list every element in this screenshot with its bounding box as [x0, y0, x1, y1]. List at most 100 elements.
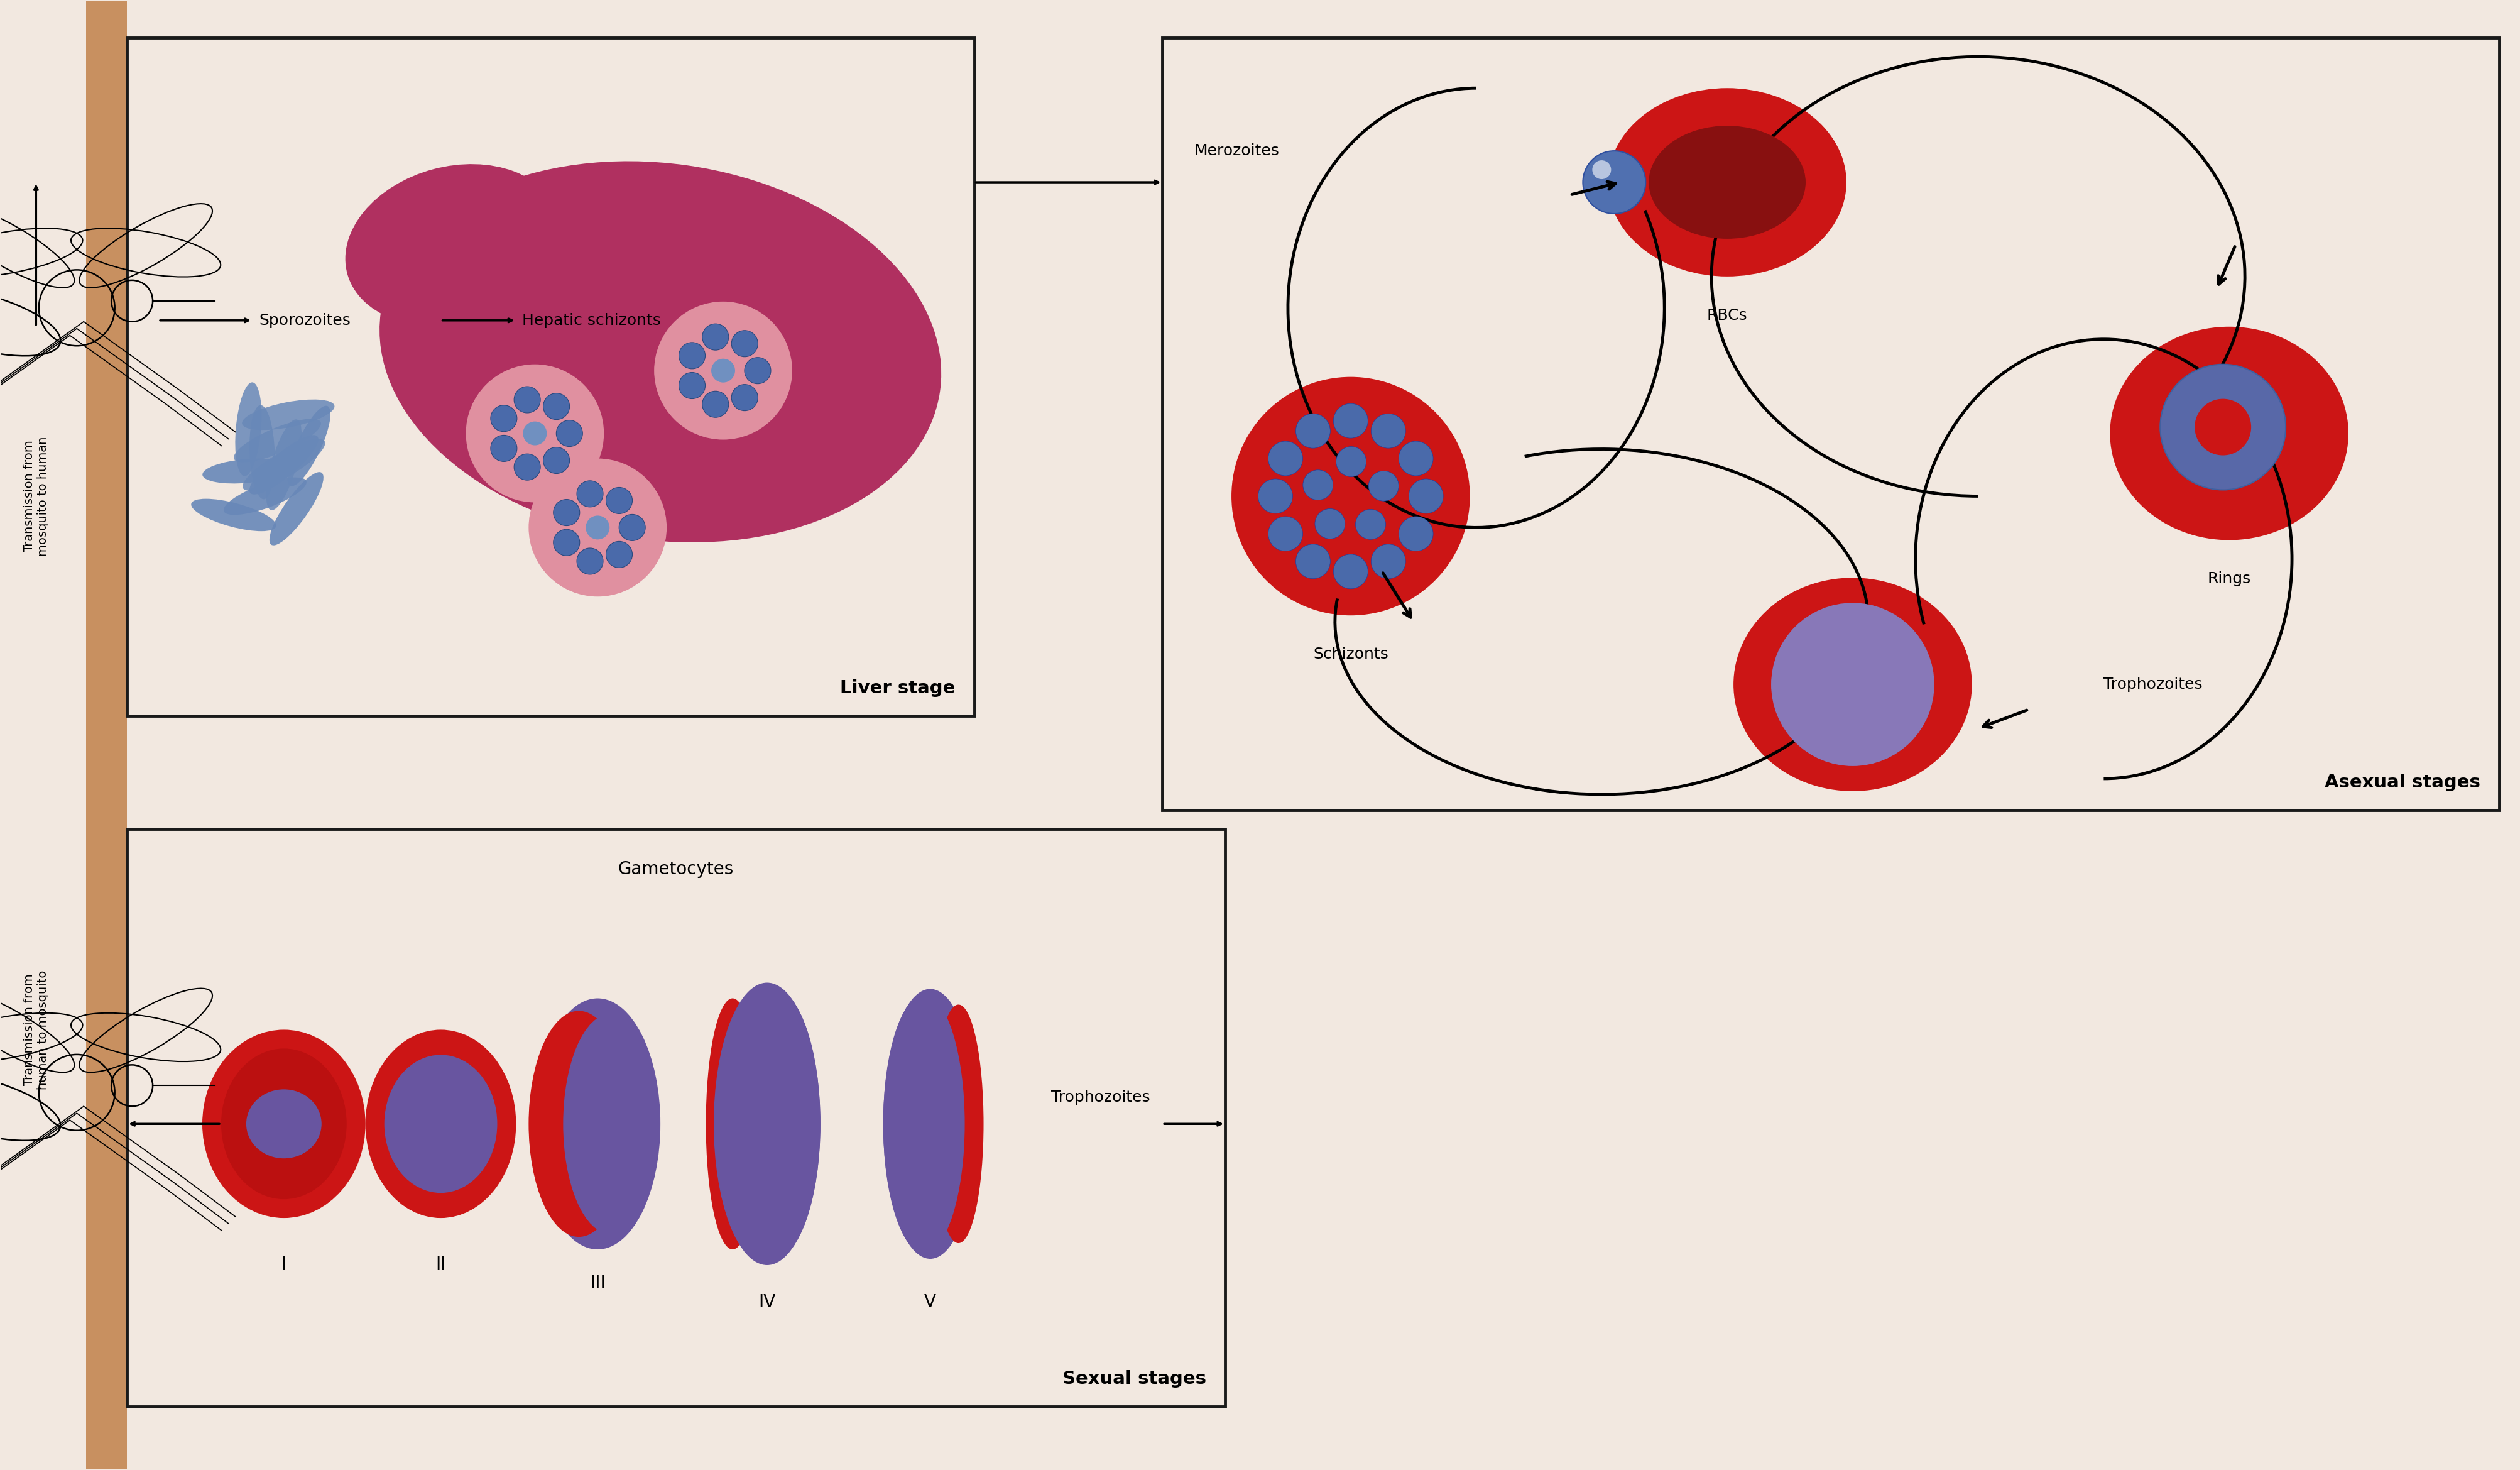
Ellipse shape: [242, 440, 325, 491]
Ellipse shape: [534, 998, 660, 1250]
Text: Transmission from
mosquito to human: Transmission from mosquito to human: [23, 437, 48, 556]
Text: I: I: [282, 1255, 287, 1273]
Ellipse shape: [224, 478, 307, 514]
Ellipse shape: [743, 357, 771, 384]
Ellipse shape: [554, 500, 580, 526]
Ellipse shape: [706, 998, 759, 1250]
Ellipse shape: [234, 419, 320, 462]
Ellipse shape: [577, 481, 602, 507]
Ellipse shape: [514, 387, 539, 413]
Ellipse shape: [491, 435, 517, 462]
Ellipse shape: [529, 1011, 630, 1236]
Ellipse shape: [605, 488, 633, 513]
Ellipse shape: [1583, 151, 1646, 213]
Ellipse shape: [514, 454, 539, 481]
Ellipse shape: [2109, 326, 2349, 539]
Ellipse shape: [222, 1048, 348, 1200]
Ellipse shape: [192, 498, 277, 531]
Ellipse shape: [655, 301, 791, 440]
Ellipse shape: [544, 447, 570, 473]
Ellipse shape: [1333, 404, 1368, 438]
Ellipse shape: [554, 529, 580, 556]
Ellipse shape: [678, 343, 706, 369]
Ellipse shape: [731, 331, 759, 357]
Ellipse shape: [1315, 509, 1346, 539]
Ellipse shape: [491, 406, 517, 432]
Ellipse shape: [234, 382, 262, 476]
Text: V: V: [925, 1294, 935, 1311]
Ellipse shape: [605, 541, 633, 567]
Bar: [86, 1, 126, 1469]
Ellipse shape: [1409, 479, 1444, 513]
Ellipse shape: [703, 391, 728, 417]
Ellipse shape: [383, 1055, 496, 1194]
Ellipse shape: [381, 162, 940, 542]
Bar: [126, 829, 1225, 1407]
Bar: [1162, 38, 2497, 810]
Ellipse shape: [932, 1004, 983, 1244]
Ellipse shape: [585, 516, 610, 539]
Ellipse shape: [713, 982, 819, 1266]
Text: Sporozoites: Sporozoites: [260, 313, 350, 328]
Ellipse shape: [1371, 544, 1406, 579]
Ellipse shape: [1303, 470, 1333, 500]
Ellipse shape: [1371, 413, 1406, 448]
Ellipse shape: [1368, 470, 1399, 501]
Text: Sexual stages: Sexual stages: [1063, 1370, 1207, 1388]
Text: Schizonts: Schizonts: [1313, 647, 1389, 662]
Ellipse shape: [267, 419, 302, 510]
Ellipse shape: [1593, 160, 1610, 179]
Text: Hepatic schizonts: Hepatic schizonts: [522, 313, 660, 328]
Ellipse shape: [270, 472, 323, 545]
Text: Transmission from
human to mosquito: Transmission from human to mosquito: [23, 970, 48, 1089]
Ellipse shape: [466, 365, 605, 503]
Ellipse shape: [202, 1029, 365, 1219]
Text: Gametocytes: Gametocytes: [617, 860, 733, 878]
Ellipse shape: [703, 323, 728, 350]
Ellipse shape: [1268, 516, 1303, 551]
Ellipse shape: [1336, 447, 1366, 476]
Ellipse shape: [726, 989, 819, 1258]
Text: IV: IV: [759, 1294, 776, 1311]
Text: Trophozoites: Trophozoites: [1051, 1089, 1149, 1105]
Ellipse shape: [1333, 554, 1368, 589]
Ellipse shape: [1648, 126, 1804, 238]
Ellipse shape: [1772, 603, 1933, 766]
Text: Liver stage: Liver stage: [839, 679, 955, 697]
Ellipse shape: [562, 1014, 658, 1233]
Ellipse shape: [1268, 441, 1303, 476]
Ellipse shape: [1608, 88, 1847, 276]
Ellipse shape: [557, 420, 582, 447]
Ellipse shape: [731, 385, 759, 410]
Ellipse shape: [202, 459, 290, 484]
Ellipse shape: [242, 400, 335, 431]
Ellipse shape: [1734, 578, 1971, 791]
Ellipse shape: [249, 406, 275, 500]
Ellipse shape: [1356, 509, 1386, 539]
Ellipse shape: [2195, 398, 2250, 456]
Ellipse shape: [287, 406, 330, 487]
Ellipse shape: [711, 359, 736, 382]
Ellipse shape: [1399, 441, 1434, 476]
Text: RBCs: RBCs: [1706, 307, 1746, 323]
Text: II: II: [436, 1255, 446, 1273]
Ellipse shape: [1295, 413, 1331, 448]
Ellipse shape: [1257, 479, 1293, 513]
Ellipse shape: [365, 1029, 517, 1219]
Text: Asexual stages: Asexual stages: [2323, 773, 2480, 791]
Text: III: III: [590, 1274, 605, 1292]
Ellipse shape: [345, 165, 562, 326]
Text: Trophozoites: Trophozoites: [2104, 676, 2202, 692]
Ellipse shape: [522, 422, 547, 445]
Ellipse shape: [1232, 376, 1469, 616]
Ellipse shape: [247, 1089, 323, 1158]
Ellipse shape: [1295, 544, 1331, 579]
Bar: [126, 38, 973, 716]
Ellipse shape: [577, 548, 602, 575]
Ellipse shape: [1399, 516, 1434, 551]
Ellipse shape: [2160, 365, 2286, 490]
Text: Rings: Rings: [2208, 572, 2250, 587]
Ellipse shape: [249, 435, 318, 494]
Ellipse shape: [678, 372, 706, 398]
Ellipse shape: [529, 459, 665, 597]
